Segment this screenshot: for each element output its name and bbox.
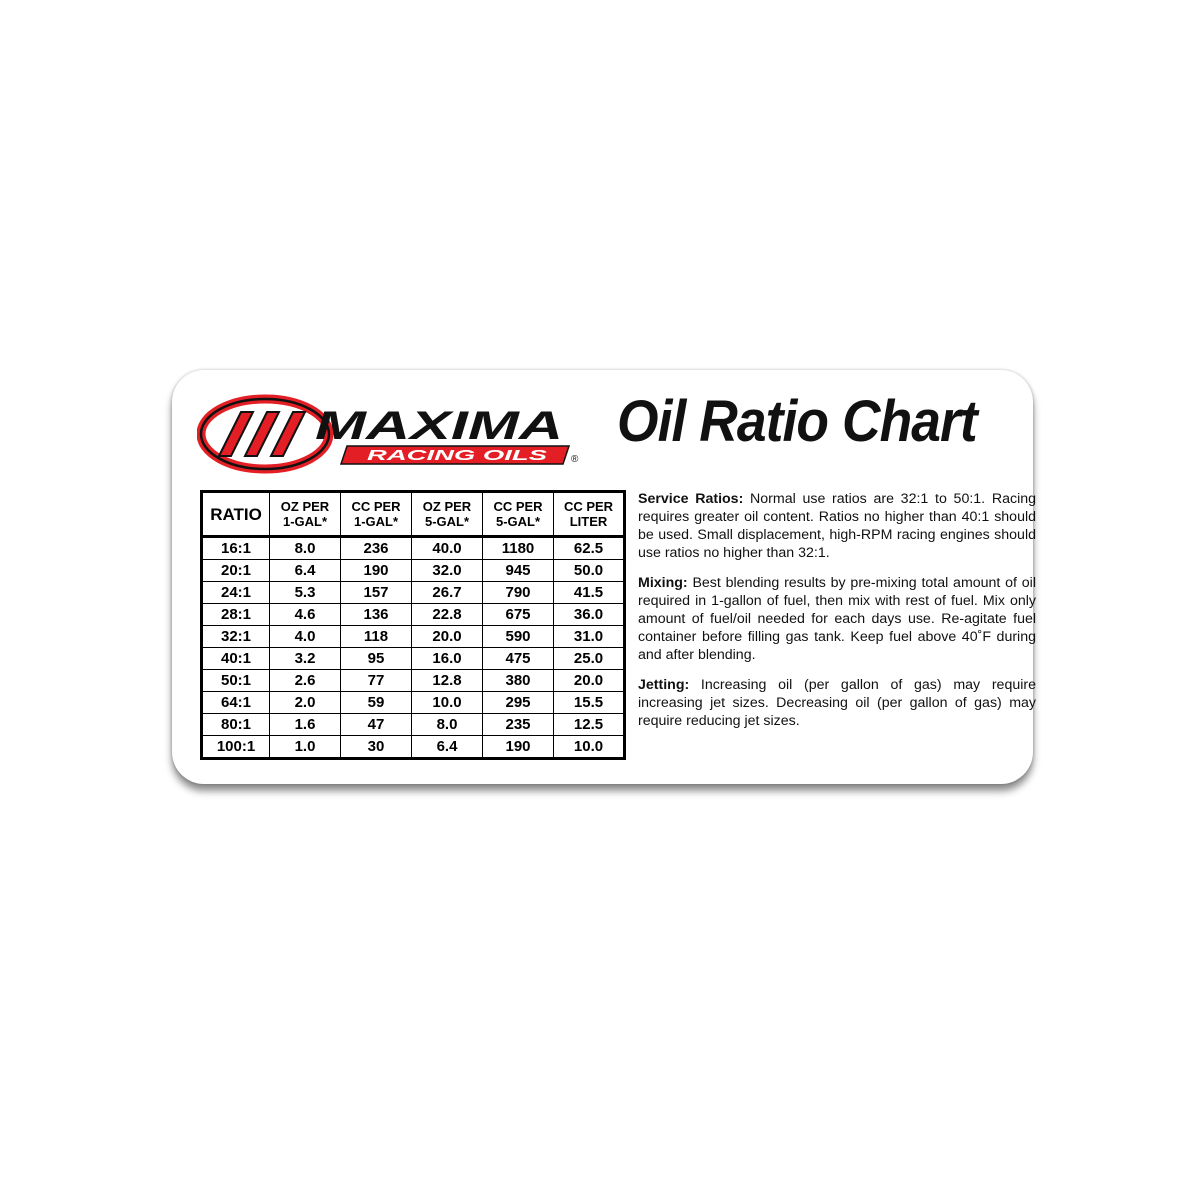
table-cell: 1.6 <box>269 713 341 736</box>
table-cell: 36.0 <box>553 603 625 626</box>
note-body: Normal use ratios are 32:1 to 50:1. Raci… <box>638 491 1036 561</box>
table-cell: 10.0 <box>411 691 483 714</box>
table-cell: 12.8 <box>411 669 483 692</box>
table-cell: 2.6 <box>269 669 341 692</box>
table-row: 100:1 1.0 30 6.4 190 10.0 <box>201 735 625 759</box>
table-cell: 235 <box>482 713 554 736</box>
column-header: CC PER 1-GAL* <box>340 491 412 537</box>
table-cell: 16.0 <box>411 647 483 670</box>
table-cell: 5.3 <box>269 581 341 604</box>
table-row: 28:1 4.6 136 22.8 675 36.0 <box>201 603 625 626</box>
page-title: Oil Ratio Chart <box>617 389 978 454</box>
logo-registered-mark: ® <box>571 454 579 465</box>
table-cell: 945 <box>482 559 554 582</box>
table-cell: 118 <box>340 625 412 648</box>
mixing-note: Mixing: Best blending results by pre-mix… <box>638 574 1036 664</box>
table-cell: 190 <box>340 559 412 582</box>
column-header: RATIO <box>201 491 270 537</box>
table-cell: 64:1 <box>201 691 270 714</box>
table-cell: 790 <box>482 581 554 604</box>
table-row: 24:1 5.3 157 26.7 790 41.5 <box>201 581 625 604</box>
logo-wordmark: MAXIMA <box>315 404 563 448</box>
table-cell: 41.5 <box>553 581 625 604</box>
table-row: 16:1 8.0 236 40.0 1180 62.5 <box>201 536 625 560</box>
oil-ratio-table: RATIO OZ PER 1-GAL* CC PER 1-GAL* OZ PER 5-… <box>200 490 626 760</box>
table-cell: 20:1 <box>201 559 270 582</box>
table-cell: 15.5 <box>553 691 625 714</box>
table-cell: 40:1 <box>201 647 270 670</box>
note-heading: Mixing: <box>638 575 688 591</box>
table-cell: 16:1 <box>201 536 270 560</box>
table-cell: 22.8 <box>411 603 483 626</box>
table-cell: 25.0 <box>553 647 625 670</box>
table-cell: 590 <box>482 625 554 648</box>
table-cell: 80:1 <box>201 713 270 736</box>
table-cell: 62.5 <box>553 536 625 560</box>
table-cell: 236 <box>340 536 412 560</box>
jetting-note: Jetting: Increasing oil (per gallon of g… <box>638 676 1036 730</box>
notes-section: Service Ratios: Normal use ratios are 32… <box>638 490 1036 742</box>
table-row: 80:1 1.6 47 8.0 235 12.5 <box>201 713 625 736</box>
table-cell: 4.0 <box>269 625 341 648</box>
table-cell: 475 <box>482 647 554 670</box>
table-cell: 50:1 <box>201 669 270 692</box>
table-row: 40:1 3.2 95 16.0 475 25.0 <box>201 647 625 670</box>
oil-ratio-card: MAXIMA RACING OILS ® Oil Ratio Chart RAT… <box>172 370 1036 784</box>
table-cell: 295 <box>482 691 554 714</box>
table-cell: 77 <box>340 669 412 692</box>
table-row: 20:1 6.4 190 32.0 945 50.0 <box>201 559 625 582</box>
logo-tagline: RACING OILS <box>367 447 547 464</box>
logo-m-mark <box>217 411 307 457</box>
table-cell: 6.4 <box>411 735 483 759</box>
note-heading: Service Ratios: <box>638 491 744 507</box>
column-header: OZ PER 1-GAL* <box>269 491 341 537</box>
maxima-logo: MAXIMA RACING OILS ® <box>197 394 579 474</box>
table-header-row: RATIO OZ PER 1-GAL* CC PER 1-GAL* OZ PER 5-… <box>201 491 625 537</box>
column-header: OZ PER 5-GAL* <box>411 491 483 537</box>
table-cell: 100:1 <box>201 735 270 759</box>
column-header: CC PER LITER <box>553 491 625 537</box>
note-heading: Jetting: <box>638 677 690 693</box>
table-cell: 31.0 <box>553 625 625 648</box>
note-body: Best blending results by pre-mixing tota… <box>638 575 1036 663</box>
table-cell: 6.4 <box>269 559 341 582</box>
table-cell: 24:1 <box>201 581 270 604</box>
table-cell: 8.0 <box>411 713 483 736</box>
table-cell: 190 <box>482 735 554 759</box>
table-cell: 136 <box>340 603 412 626</box>
table-cell: 2.0 <box>269 691 341 714</box>
table-cell: 28:1 <box>201 603 270 626</box>
table-cell: 95 <box>340 647 412 670</box>
column-header: CC PER 5-GAL* <box>482 491 554 537</box>
table-cell: 1180 <box>482 536 554 560</box>
service-ratios-note: Service Ratios: Normal use ratios are 32… <box>638 490 1036 562</box>
table-cell: 380 <box>482 669 554 692</box>
table-row: 50:1 2.6 77 12.8 380 20.0 <box>201 669 625 692</box>
table-cell: 20.0 <box>411 625 483 648</box>
table-cell: 30 <box>340 735 412 759</box>
table-cell: 675 <box>482 603 554 626</box>
table-cell: 157 <box>340 581 412 604</box>
table-cell: 59 <box>340 691 412 714</box>
table-cell: 32:1 <box>201 625 270 648</box>
table-row: 32:1 4.0 118 20.0 590 31.0 <box>201 625 625 648</box>
table-cell: 1.0 <box>269 735 341 759</box>
note-body: Increasing oil (per gallon of gas) may r… <box>638 677 1036 729</box>
table-cell: 10.0 <box>553 735 625 759</box>
table-cell: 3.2 <box>269 647 341 670</box>
table-cell: 8.0 <box>269 536 341 560</box>
table-cell: 40.0 <box>411 536 483 560</box>
table-cell: 47 <box>340 713 412 736</box>
table-row: 64:1 2.0 59 10.0 295 15.5 <box>201 691 625 714</box>
table-cell: 26.7 <box>411 581 483 604</box>
table-cell: 12.5 <box>553 713 625 736</box>
table-cell: 20.0 <box>553 669 625 692</box>
table-cell: 4.6 <box>269 603 341 626</box>
table-cell: 32.0 <box>411 559 483 582</box>
table-cell: 50.0 <box>553 559 625 582</box>
